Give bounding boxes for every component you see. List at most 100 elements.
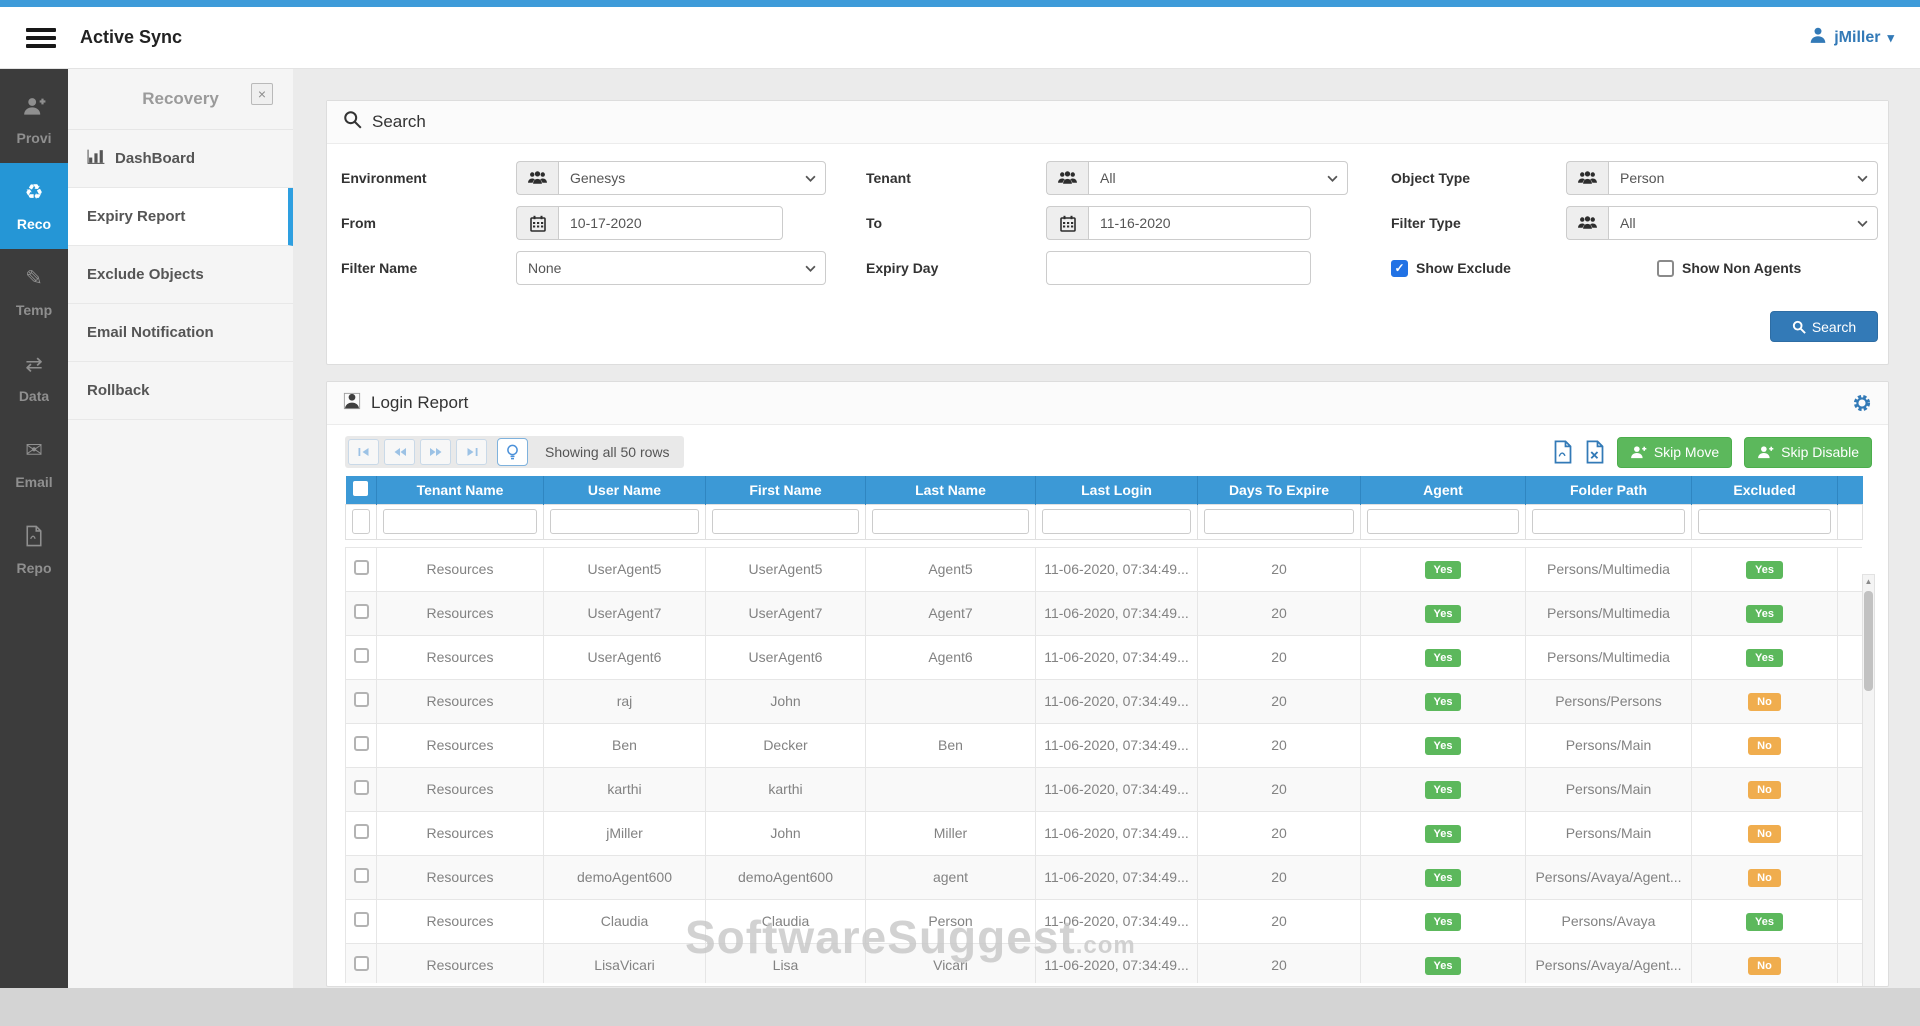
- to-label: To: [866, 215, 883, 231]
- row-checkbox[interactable]: [353, 824, 369, 839]
- search-panel-header: Search: [327, 101, 1888, 144]
- filter-input-agent[interactable]: [1367, 509, 1519, 534]
- row-checkbox[interactable]: [353, 648, 369, 663]
- prev-page-button[interactable]: [384, 439, 415, 465]
- highlight-rows-button[interactable]: [497, 438, 528, 466]
- filter-type-select[interactable]: All: [1566, 206, 1878, 240]
- sidebar-item-email[interactable]: ✉ Email: [0, 421, 68, 507]
- row-checkbox[interactable]: [353, 912, 369, 927]
- menu-item-dashboard[interactable]: DashBoard: [68, 130, 293, 188]
- sidebar-item-data[interactable]: ⇄ Data: [0, 335, 68, 421]
- col-header[interactable]: Last Login: [1035, 476, 1198, 504]
- sidebar-item-templates[interactable]: ✎ Temp: [0, 249, 68, 335]
- col-header[interactable]: First Name: [705, 476, 866, 504]
- top-accent-strip: [0, 0, 1920, 7]
- to-date-field[interactable]: [1046, 206, 1311, 240]
- table-row: Resources UserAgent5 UserAgent5 Agent5 11-…: [345, 546, 1862, 592]
- panel-title: Login Report: [371, 393, 469, 412]
- row-checkbox[interactable]: [353, 868, 369, 883]
- skip-move-button[interactable]: Skip Move: [1616, 436, 1733, 468]
- row-checkbox[interactable]: [353, 692, 369, 707]
- show-non-agents-checkbox[interactable]: Show Non Agents: [1657, 251, 1801, 285]
- last-page-button[interactable]: [456, 439, 487, 465]
- filter-input-days[interactable]: [1204, 509, 1354, 534]
- calendar-icon: [1046, 206, 1088, 240]
- sidebar-item-recovery[interactable]: ♻ Reco: [0, 163, 68, 249]
- row-checkbox[interactable]: [353, 956, 369, 971]
- col-header[interactable]: Agent: [1360, 476, 1526, 504]
- envelope-icon: ✉: [25, 438, 43, 462]
- search-button[interactable]: Search: [1770, 311, 1878, 342]
- table-row: Resources karthi karthi 11-06-2020, 07:34…: [345, 766, 1862, 812]
- filter-input-excluded[interactable]: [1698, 509, 1831, 534]
- first-page-button[interactable]: [348, 439, 379, 465]
- sidebar-item-provisioning[interactable]: Provi: [0, 77, 68, 163]
- users-icon: [516, 161, 558, 195]
- expiry-day-input[interactable]: [1046, 251, 1311, 285]
- expiry-day-field[interactable]: [1046, 251, 1311, 285]
- filter-input-login[interactable]: [1042, 509, 1191, 534]
- bar-chart-icon: [87, 149, 106, 168]
- gear-icon[interactable]: [1852, 393, 1872, 413]
- filter-input-folder[interactable]: [1532, 509, 1685, 534]
- menu-item-email-notification[interactable]: Email Notification: [68, 304, 293, 362]
- col-header[interactable]: Tenant Name: [376, 476, 544, 504]
- scroll-up-icon[interactable]: ▲: [1864, 577, 1873, 586]
- checkbox[interactable]: [1657, 259, 1674, 277]
- scrollbar-thumb[interactable]: [1864, 591, 1873, 691]
- agent-badge: Yes: [1424, 868, 1462, 887]
- from-date-input[interactable]: [558, 206, 783, 240]
- select-all-checkbox[interactable]: [353, 480, 369, 496]
- export-pdf-icon[interactable]: [1553, 440, 1573, 464]
- sidebar: Provi ♻ Reco ✎ Temp ⇄ Data ✉ Email: [0, 69, 68, 988]
- excluded-badge: Yes: [1746, 912, 1783, 931]
- environment-select[interactable]: Genesys: [516, 161, 826, 195]
- col-header[interactable]: User Name: [543, 476, 706, 504]
- page-footer-area: [0, 988, 1920, 1026]
- chevron-down-icon: [1327, 175, 1338, 182]
- row-checkbox[interactable]: [353, 560, 369, 575]
- checkbox[interactable]: ✓: [1391, 259, 1408, 277]
- filter-type-label: Filter Type: [1391, 215, 1461, 231]
- next-page-button[interactable]: [420, 439, 451, 465]
- close-icon[interactable]: ×: [251, 83, 273, 105]
- menu-item-rollback[interactable]: Rollback: [68, 362, 293, 420]
- user-menu[interactable]: jMiller ▾: [1809, 26, 1894, 49]
- col-header[interactable]: Last Name: [865, 476, 1036, 504]
- agent-badge: Yes: [1424, 780, 1462, 799]
- excluded-badge: No: [1748, 692, 1781, 711]
- object-type-label: Object Type: [1391, 170, 1471, 186]
- row-checkbox[interactable]: [353, 736, 369, 751]
- tenant-select[interactable]: All: [1046, 161, 1348, 195]
- menu-item-expiry-report[interactable]: Expiry Report: [68, 188, 293, 246]
- table-header: Tenant Name User Name First Name Last Na…: [345, 476, 1863, 540]
- from-date-field[interactable]: [516, 206, 783, 240]
- show-exclude-checkbox[interactable]: ✓ Show Exclude: [1391, 251, 1511, 285]
- col-header[interactable]: Folder Path: [1525, 476, 1692, 504]
- edit-icon: ✎: [25, 266, 43, 290]
- row-checkbox[interactable]: [353, 604, 369, 619]
- vertical-scrollbar[interactable]: ▲ ▼: [1862, 574, 1875, 986]
- col-header[interactable]: Days To Expire: [1197, 476, 1361, 504]
- filter-input[interactable]: [352, 509, 370, 534]
- table-row: Resources raj John 11-06-2020, 07:34:49..…: [345, 678, 1862, 724]
- export-excel-icon[interactable]: [1585, 440, 1605, 464]
- sidebar-item-reports[interactable]: Repo: [0, 507, 68, 593]
- filter-input-user[interactable]: [550, 509, 699, 534]
- user-plus-icon: [1630, 446, 1647, 459]
- panel-title: Search: [372, 112, 426, 131]
- recycle-icon: ♻: [24, 180, 44, 204]
- row-checkbox[interactable]: [353, 780, 369, 795]
- filter-input-first[interactable]: [712, 509, 859, 534]
- filter-input-last[interactable]: [872, 509, 1029, 534]
- menu-item-exclude-objects[interactable]: Exclude Objects: [68, 246, 293, 304]
- skip-disable-button[interactable]: Skip Disable: [1744, 436, 1872, 468]
- excluded-badge: No: [1748, 956, 1781, 975]
- hamburger-menu-icon[interactable]: [26, 27, 56, 48]
- select-value: Genesys: [558, 161, 826, 195]
- col-header[interactable]: Excluded: [1691, 476, 1838, 504]
- filter-input-tenant[interactable]: [383, 509, 537, 534]
- to-date-input[interactable]: [1088, 206, 1311, 240]
- filter-name-select[interactable]: None: [516, 251, 826, 285]
- object-type-select[interactable]: Person: [1566, 161, 1878, 195]
